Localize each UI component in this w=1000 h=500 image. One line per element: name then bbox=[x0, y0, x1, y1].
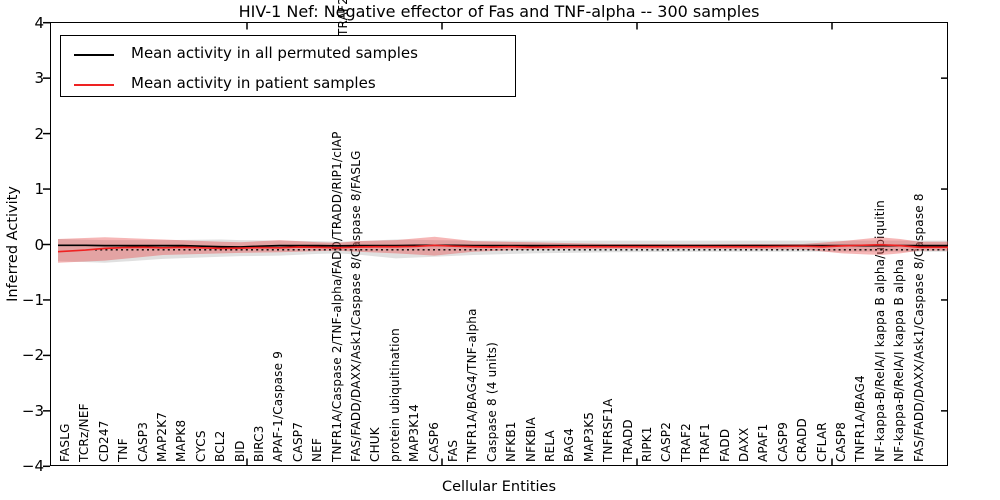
x-tick-label: BIRC3 bbox=[252, 425, 266, 462]
x-tick-label: RIPK1 bbox=[640, 426, 654, 462]
x-tick-label: Caspase 8 (4 units) bbox=[484, 342, 499, 462]
x-tick-label: MAP3K5 bbox=[581, 411, 596, 462]
x-tick-label: APAF-1/Caspase 9 bbox=[271, 350, 286, 462]
x-tick-label: TNFR1A/BAG4/TNF-alpha bbox=[465, 308, 480, 462]
x-tick-label: TNF bbox=[116, 438, 131, 462]
x-tick-label: RELA bbox=[543, 430, 557, 462]
x-tick-label: BCL2 bbox=[213, 430, 228, 462]
y-tick-label: 1 bbox=[34, 180, 44, 199]
y-tick-label: 0 bbox=[34, 235, 44, 254]
legend-line-sample-red bbox=[74, 84, 114, 86]
x-tick-label: FAS bbox=[446, 439, 460, 462]
x-tick-label: TNFR1A/BAG4 bbox=[853, 375, 868, 462]
x-tick-label: TRAF1 bbox=[698, 423, 713, 462]
x-tick-label: NFKB1 bbox=[504, 421, 519, 462]
legend-label-permuted: Mean activity in all permuted samples bbox=[131, 44, 418, 62]
x-tick-label: TCRz/NEF bbox=[77, 403, 92, 462]
x-tick-label: TNFR1A/Caspase 2/TNF-alpha/FADD/TRADD/RI… bbox=[329, 131, 344, 462]
x-tick-label: CASP2 bbox=[659, 421, 674, 462]
legend-line-sample-black bbox=[74, 54, 114, 56]
y-tick-label: −3 bbox=[21, 401, 44, 420]
x-tick-label: CRADD bbox=[795, 418, 810, 462]
x-tick-label: TRADD bbox=[620, 419, 635, 462]
y-tick-label: −2 bbox=[21, 346, 44, 365]
x-tick-label: CYCS bbox=[193, 430, 208, 462]
x-tick-label: DAXX bbox=[737, 427, 751, 462]
legend-row-permuted: Mean activity in all permuted samples bbox=[61, 40, 515, 70]
x-tick-label: FAS/FADD/DAXX/Ask1/Caspase 8/Caspase 8 bbox=[911, 193, 926, 462]
x-tick-label: CASP9 bbox=[775, 421, 790, 462]
y-tick-label: −4 bbox=[21, 457, 44, 476]
x-tick-label: protein ubiquitination bbox=[387, 328, 402, 462]
x-tick-label: CD247 bbox=[96, 420, 111, 462]
y-tick-label: 4 bbox=[34, 13, 44, 32]
y-tick-label: 2 bbox=[34, 124, 44, 143]
chart-title: HIV-1 Nef: Negative effector of Fas and … bbox=[238, 2, 760, 21]
x-tick-label: NF-kappa-B/RelA/I kappa B alpha/ubiquiti… bbox=[872, 200, 887, 462]
legend-label-patient: Mean activity in patient samples bbox=[131, 74, 376, 92]
x-tick-label: FAS/FADD/DAXX/Ask1/Caspase 8/Caspase 8/F… bbox=[349, 150, 363, 462]
x-tick-label: CASP7 bbox=[290, 421, 305, 462]
x-tick-label: NEF bbox=[310, 437, 325, 462]
x-tick-label: MAP2K7 bbox=[155, 411, 169, 462]
x-tick-label: TRAF2 bbox=[678, 423, 693, 462]
x-tick-label: CASP6 bbox=[426, 421, 441, 462]
x-tick-label: APAF1 bbox=[756, 423, 771, 462]
x-tick-label: MAP3K14 bbox=[407, 404, 422, 462]
x-tick-label: CASP3 bbox=[135, 421, 150, 462]
legend-row-patient: Mean activity in patient samples bbox=[61, 70, 515, 100]
x-tick-label: CASP8 bbox=[834, 421, 848, 462]
x-tick-label: NFKBIA bbox=[523, 417, 538, 462]
y-tick-label: 3 bbox=[34, 69, 44, 88]
x-axis-label: Cellular Entities bbox=[441, 479, 557, 495]
x-tick-label: FADD bbox=[717, 428, 732, 462]
y-tick-label: −1 bbox=[21, 290, 44, 309]
x-tick-label: FASLG bbox=[58, 423, 72, 462]
x-tick-label: CHUK bbox=[368, 427, 383, 462]
x-tick-label: CFLAR bbox=[814, 422, 829, 462]
x-tick-label: NF-kappa-B/RelA/I kappa B alpha bbox=[892, 258, 907, 462]
legend: Mean activity in all permuted samples Me… bbox=[60, 35, 516, 97]
x-tick-label: BID bbox=[232, 440, 247, 462]
x-tick-label: TNFRSF1A bbox=[601, 398, 616, 462]
x-tick-label: MAPK8 bbox=[174, 419, 189, 462]
x-tick-label: BAG4 bbox=[562, 428, 577, 462]
